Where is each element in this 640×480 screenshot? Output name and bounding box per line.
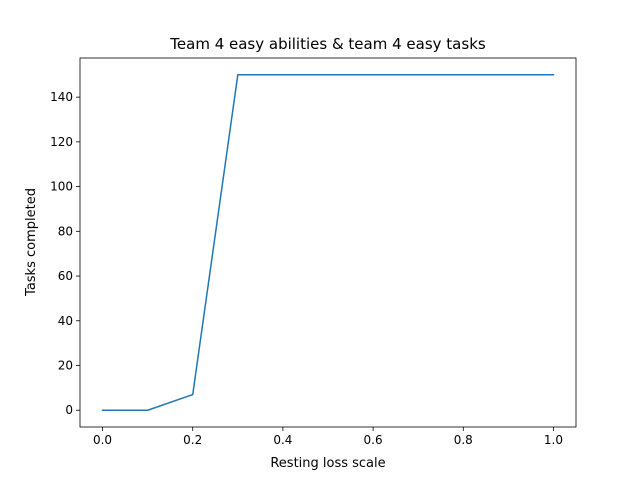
y-tick-label: 0 bbox=[65, 403, 73, 417]
x-tick-label: 0.2 bbox=[183, 433, 202, 447]
y-tick-label: 60 bbox=[58, 269, 73, 283]
x-tick-label: 0.0 bbox=[93, 433, 112, 447]
plot-area: 0.0 0.2 0.4 0.6 0.8 1.0 0 20 40 60 80 100 120 140 bbox=[50, 57, 577, 447]
y-tick-label: 20 bbox=[58, 359, 73, 373]
axes-frame bbox=[79, 57, 577, 428]
x-axis-label: Resting loss scale bbox=[270, 456, 385, 471]
chart-title: Team 4 easy abilities & team 4 easy task… bbox=[169, 35, 486, 53]
y-tick-label: 80 bbox=[58, 224, 73, 238]
x-tick-label: 0.8 bbox=[454, 433, 473, 447]
y-tick-label: 140 bbox=[50, 90, 73, 104]
x-tick-label: 0.4 bbox=[273, 433, 292, 447]
y-tick-label: 40 bbox=[58, 314, 73, 328]
y-tick-label: 100 bbox=[50, 180, 73, 194]
series-line-0 bbox=[101, 74, 555, 411]
x-tick-label: 1.0 bbox=[544, 433, 563, 447]
x-tick-label: 0.6 bbox=[364, 433, 383, 447]
y-axis-label: Tasks completed bbox=[24, 188, 39, 297]
y-tick-label: 120 bbox=[50, 135, 73, 149]
